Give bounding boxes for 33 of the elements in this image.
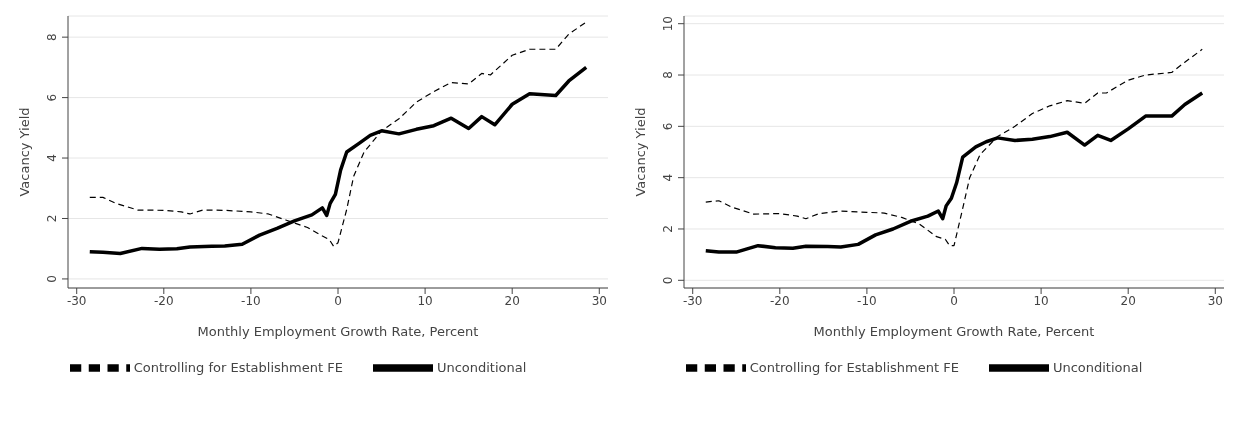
y-tick-label: 0 [661, 276, 675, 285]
y-tick-label: 0 [45, 275, 59, 283]
y-axis-title: Vacancy Yield [16, 107, 32, 197]
x-axis-title: Monthly Employment Growth Rate, Percent [197, 324, 479, 339]
legend-label: Controlling for Establishment FE [133, 359, 343, 375]
x-axis-title: Monthly Employment Growth Rate, Percent [813, 324, 1095, 339]
y-tick-label: 4 [45, 154, 59, 162]
y-tick-label: 2 [661, 225, 675, 233]
y-tick-label: 8 [661, 71, 675, 79]
legend-label: Unconditional [1052, 359, 1143, 375]
x-tick-label: -10 [241, 293, 261, 308]
x-tick-label: 0 [950, 293, 958, 308]
y-tick-label: 6 [661, 122, 675, 131]
legend-label: Unconditional [436, 359, 527, 375]
y-axis-title: Vacancy Yield [632, 107, 648, 197]
x-tick-label: -30 [66, 293, 87, 308]
y-tick-label: 8 [45, 33, 59, 41]
x-tick-label: 20 [1120, 293, 1136, 308]
legend-label: Controlling for Establishment FE [749, 359, 959, 375]
x-tick-label: 10 [417, 293, 433, 308]
y-tick-label: 4 [661, 173, 675, 182]
x-tick-label: 10 [1033, 293, 1049, 308]
x-tick-label: -20 [154, 293, 174, 308]
x-tick-label: 0 [334, 293, 342, 308]
y-tick-label: 2 [45, 214, 59, 223]
x-tick-label: 30 [591, 293, 607, 308]
x-tick-label: 30 [1207, 293, 1223, 308]
x-tick-label: -10 [857, 293, 877, 308]
x-tick-label: 20 [504, 293, 520, 308]
x-tick-label: -20 [770, 293, 790, 308]
y-tick-label: 10 [661, 16, 675, 32]
x-tick-label: -30 [682, 293, 703, 308]
y-tick-label: 6 [45, 93, 59, 102]
